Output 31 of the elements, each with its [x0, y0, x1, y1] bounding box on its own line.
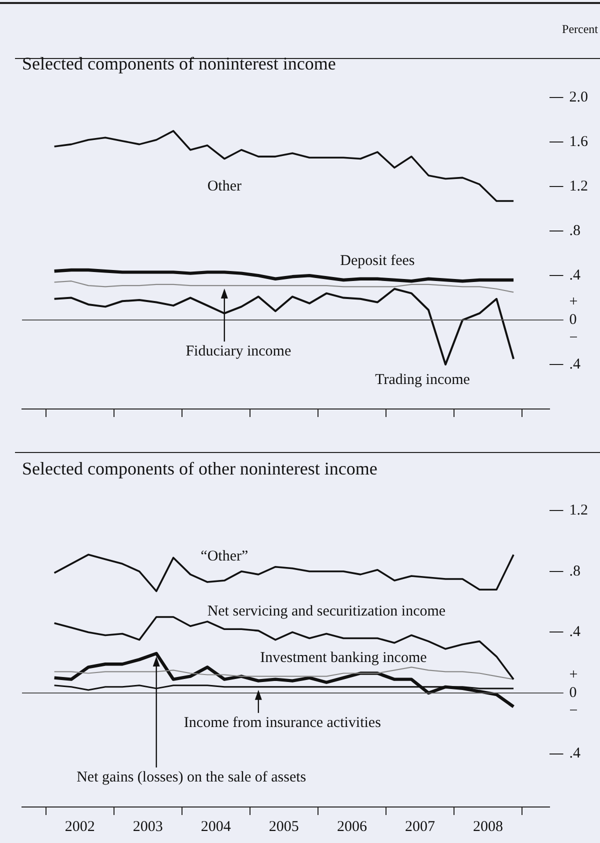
y-tick-label: + 0 − — [569, 666, 578, 719]
series-label: Investment banking income — [260, 650, 428, 666]
x-tick-label: 2007 — [404, 818, 436, 835]
chart-title: Selected components of noninterest income — [22, 54, 336, 74]
y-tick-label: .8 — [569, 563, 580, 580]
series-label: Net servicing and securitization income — [207, 604, 446, 620]
series-label: Trading income — [375, 372, 470, 388]
text: Fiduciary income — [186, 343, 292, 360]
y-tick-label: .8 — [569, 222, 580, 239]
y-tick-label: .4 — [569, 267, 581, 284]
series-label: Deposit fees — [340, 252, 415, 269]
y-tick-label: + 0 − — [569, 294, 578, 346]
series-label: Other — [207, 178, 242, 195]
y-tick-label: .4 — [569, 356, 581, 372]
x-tick-label: 2002 — [64, 818, 95, 835]
x-tick-label: 2008 — [473, 818, 504, 835]
y-tick-label: .4 — [569, 624, 581, 640]
y-tick-label: 1.2 — [569, 178, 588, 195]
text: Net gains (losses) on the sale of assets — [76, 769, 306, 786]
y-tick-label: .4 — [569, 746, 581, 762]
y-tick-label: 2.0 — [569, 90, 588, 106]
legend-label: Income from insurance activities — [184, 714, 382, 731]
y-tick-label: 1.6 — [569, 134, 588, 150]
x-tick-label: 2004 — [200, 818, 232, 835]
y-tick-label: 1.2 — [569, 502, 588, 519]
x-tick-label: 2005 — [268, 818, 299, 835]
y-axis-title: Percent — [562, 22, 599, 36]
x-tick-label: 2003 — [132, 818, 163, 835]
x-tick-label: 2006 — [336, 818, 368, 835]
chart-title: Selected components of other noninterest income — [22, 458, 378, 479]
series-label: “Other” — [200, 548, 248, 564]
